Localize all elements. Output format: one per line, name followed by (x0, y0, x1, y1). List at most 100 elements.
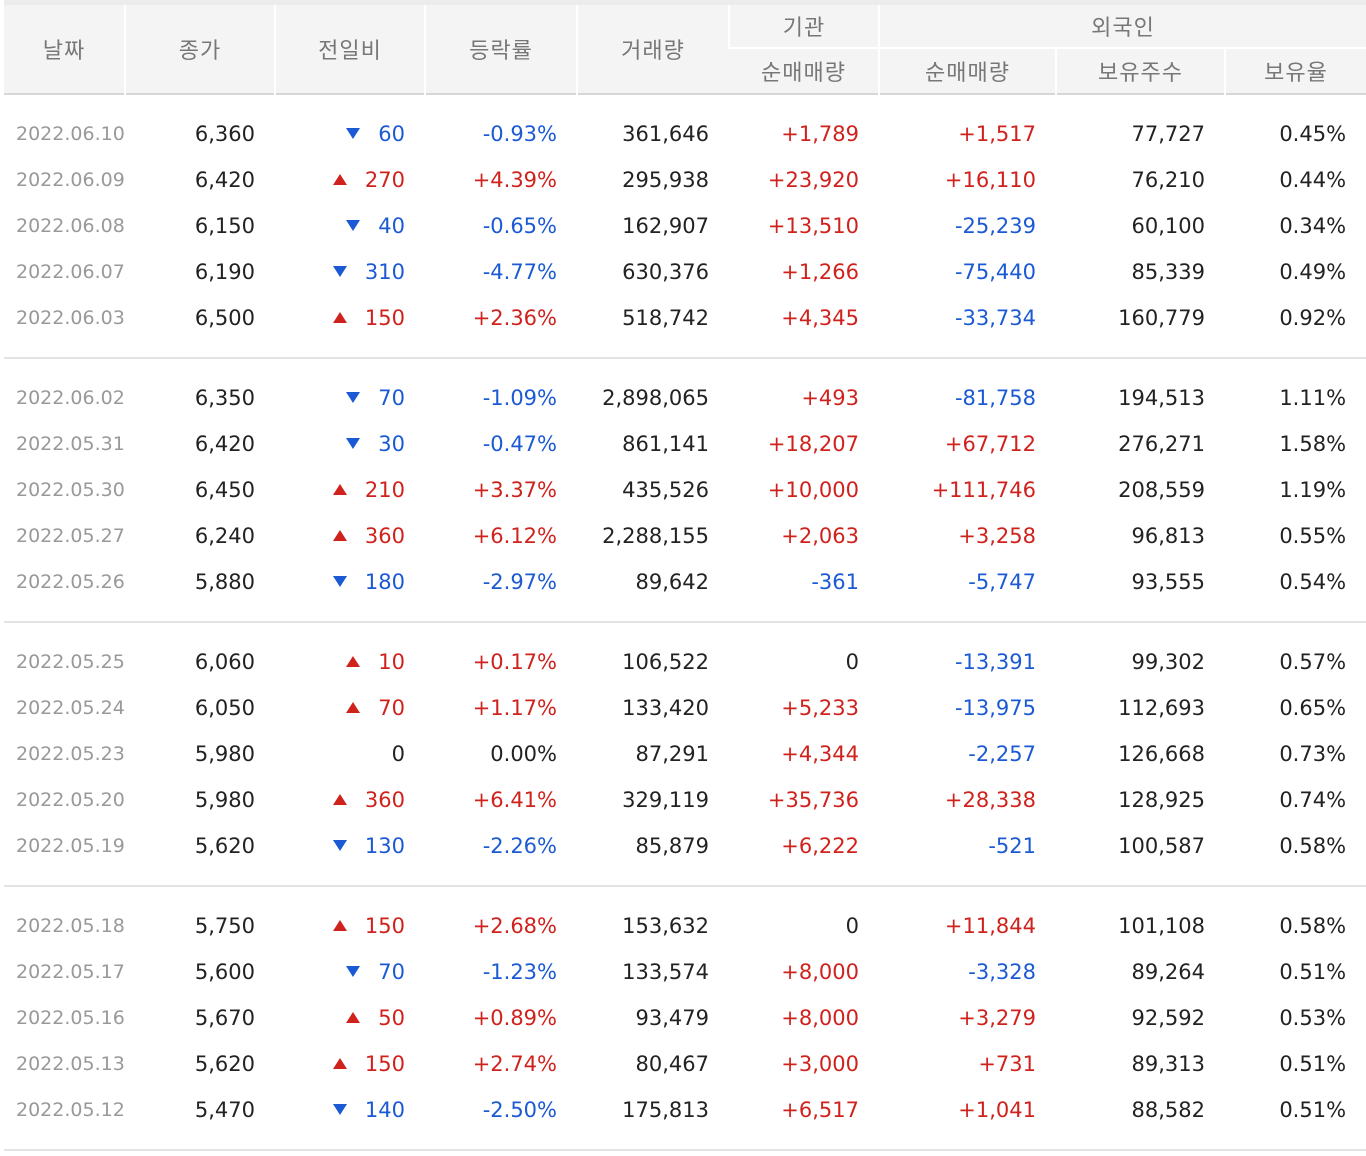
diff-value: 310 (364, 260, 405, 284)
cell-inst-net: +5,233 (781, 696, 859, 720)
cell-date: 2022.05.24 (16, 697, 125, 719)
cell-foreign-hold: 99,302 (1131, 650, 1205, 674)
group-spacer (4, 358, 1366, 375)
table-row: 2022.06.02 6,350 70 -1.09% 2,898,065 +493 -81,… (4, 375, 1366, 421)
cell-diff: 130 (275, 823, 425, 869)
cell-diff: 140 (275, 1087, 425, 1133)
table-row: 2022.05.31 6,420 30 -0.47% 861,141 +18,207 +67… (4, 421, 1366, 467)
cell-foreign-hold: 100,587 (1118, 834, 1205, 858)
diff-value: 180 (364, 570, 405, 594)
cell-inst-net: +23,920 (767, 168, 859, 192)
diff-value: 0 (391, 742, 405, 766)
cell-foreign-ratio: 0.51% (1279, 1052, 1347, 1076)
cell-date: 2022.06.03 (16, 307, 125, 329)
cell-foreign-ratio: 1.19% (1279, 478, 1347, 502)
cell-date: 2022.05.17 (16, 961, 125, 983)
cell-date: 2022.06.02 (16, 387, 125, 409)
cell-foreign-net: -13,975 (954, 696, 1036, 720)
diff-value: 150 (364, 306, 405, 330)
cell-date: 2022.05.30 (16, 479, 125, 501)
cell-close: 5,620 (194, 1052, 255, 1076)
group-separator (4, 605, 1366, 623)
cell-close: 6,450 (194, 478, 255, 502)
table-row: 2022.05.16 5,670 50 +0.89% 93,479 +8,000 +3,27… (4, 995, 1366, 1041)
cell-date: 2022.06.09 (16, 169, 125, 191)
triangle-down-icon (346, 965, 361, 977)
cell-rate: -2.97% (482, 570, 557, 594)
diff-value: 70 (378, 960, 405, 984)
cell-foreign-ratio: 0.49% (1279, 260, 1347, 284)
cell-foreign-net: -2,257 (968, 742, 1036, 766)
cell-volume: 2,288,155 (602, 524, 709, 548)
cell-foreign-ratio: 0.92% (1279, 306, 1347, 330)
header-rate: 등락률 (424, 2, 577, 94)
cell-close: 5,670 (194, 1006, 255, 1030)
cell-inst-net: +35,736 (767, 788, 859, 812)
cell-diff: 310 (275, 249, 425, 295)
cell-diff: 40 (275, 203, 425, 249)
cell-foreign-hold: 89,313 (1131, 1052, 1205, 1076)
diff-value: 130 (364, 834, 405, 858)
cell-foreign-hold: 208,559 (1118, 478, 1205, 502)
cell-foreign-hold: 160,779 (1118, 306, 1205, 330)
cell-date: 2022.05.20 (16, 789, 125, 811)
triangle-down-icon (332, 575, 347, 587)
diff-value: 10 (378, 650, 405, 674)
table-row: 2022.05.25 6,060 10 +0.17% 106,522 0 -13,391 99… (4, 639, 1366, 685)
header-close: 종가 (124, 2, 275, 94)
cell-foreign-ratio: 0.73% (1279, 742, 1347, 766)
cell-close: 6,060 (194, 650, 255, 674)
cell-volume: 630,376 (622, 260, 709, 284)
cell-inst-net: +10,000 (767, 478, 859, 502)
cell-volume: 175,813 (622, 1098, 709, 1122)
cell-date: 2022.05.25 (16, 651, 125, 673)
cell-foreign-hold: 88,582 (1131, 1098, 1205, 1122)
cell-foreign-hold: 126,668 (1118, 742, 1205, 766)
cell-inst-net: +13,510 (767, 214, 859, 238)
cell-volume: 361,646 (622, 122, 709, 146)
cell-inst-net: +2,063 (781, 524, 859, 548)
cell-close: 5,880 (194, 570, 255, 594)
diff-value: 70 (378, 386, 405, 410)
cell-inst-net: +4,345 (781, 306, 859, 330)
cell-foreign-hold: 77,727 (1131, 122, 1205, 146)
cell-volume: 93,479 (635, 1006, 709, 1030)
table-row: 2022.05.30 6,450 210 +3.37% 435,526 +10,000 +1… (4, 467, 1366, 513)
cell-rate: +0.89% (472, 1006, 557, 1030)
cell-foreign-hold: 92,592 (1131, 1006, 1205, 1030)
cell-volume: 133,420 (622, 696, 709, 720)
triangle-down-icon (346, 437, 361, 449)
cell-inst-net: +493 (801, 386, 859, 410)
header-institution: 기관 (728, 2, 879, 48)
cell-foreign-net: +731 (978, 1052, 1036, 1076)
cell-rate: +6.41% (472, 788, 557, 812)
cell-foreign-hold: 89,264 (1131, 960, 1205, 984)
cell-foreign-hold: 96,813 (1131, 524, 1205, 548)
cell-inst-net: +4,344 (781, 742, 859, 766)
cell-foreign-hold: 101,108 (1118, 914, 1205, 938)
header-date: 날짜 (4, 2, 125, 94)
cell-volume: 2,898,065 (602, 386, 709, 410)
cell-foreign-hold: 85,339 (1131, 260, 1205, 284)
group-spacer (4, 94, 1366, 111)
cell-foreign-net: -75,440 (954, 260, 1036, 284)
cell-rate: +2.68% (472, 914, 557, 938)
table-row: 2022.05.23 5,980 0 0.00% 87,291 +4,344 -2,257 1… (4, 731, 1366, 777)
cell-foreign-ratio: 0.57% (1279, 650, 1347, 674)
group-separator (4, 1133, 1366, 1151)
cell-volume: 518,742 (622, 306, 709, 330)
cell-foreign-net: +1,041 (958, 1098, 1036, 1122)
cell-rate: -1.09% (482, 386, 557, 410)
cell-inst-net: +18,207 (767, 432, 859, 456)
cell-close: 5,470 (194, 1098, 255, 1122)
cell-foreign-ratio: 0.53% (1279, 1006, 1347, 1030)
cell-foreign-ratio: 1.11% (1279, 386, 1347, 410)
cell-close: 6,500 (194, 306, 255, 330)
diff-value: 360 (364, 524, 405, 548)
header-inst-net: 순매매량 (729, 47, 879, 94)
cell-rate: 0.00% (490, 742, 557, 766)
cell-date: 2022.05.31 (16, 433, 125, 455)
cell-date: 2022.05.26 (16, 571, 125, 593)
cell-volume: 861,141 (622, 432, 709, 456)
cell-diff: 360 (275, 513, 425, 559)
